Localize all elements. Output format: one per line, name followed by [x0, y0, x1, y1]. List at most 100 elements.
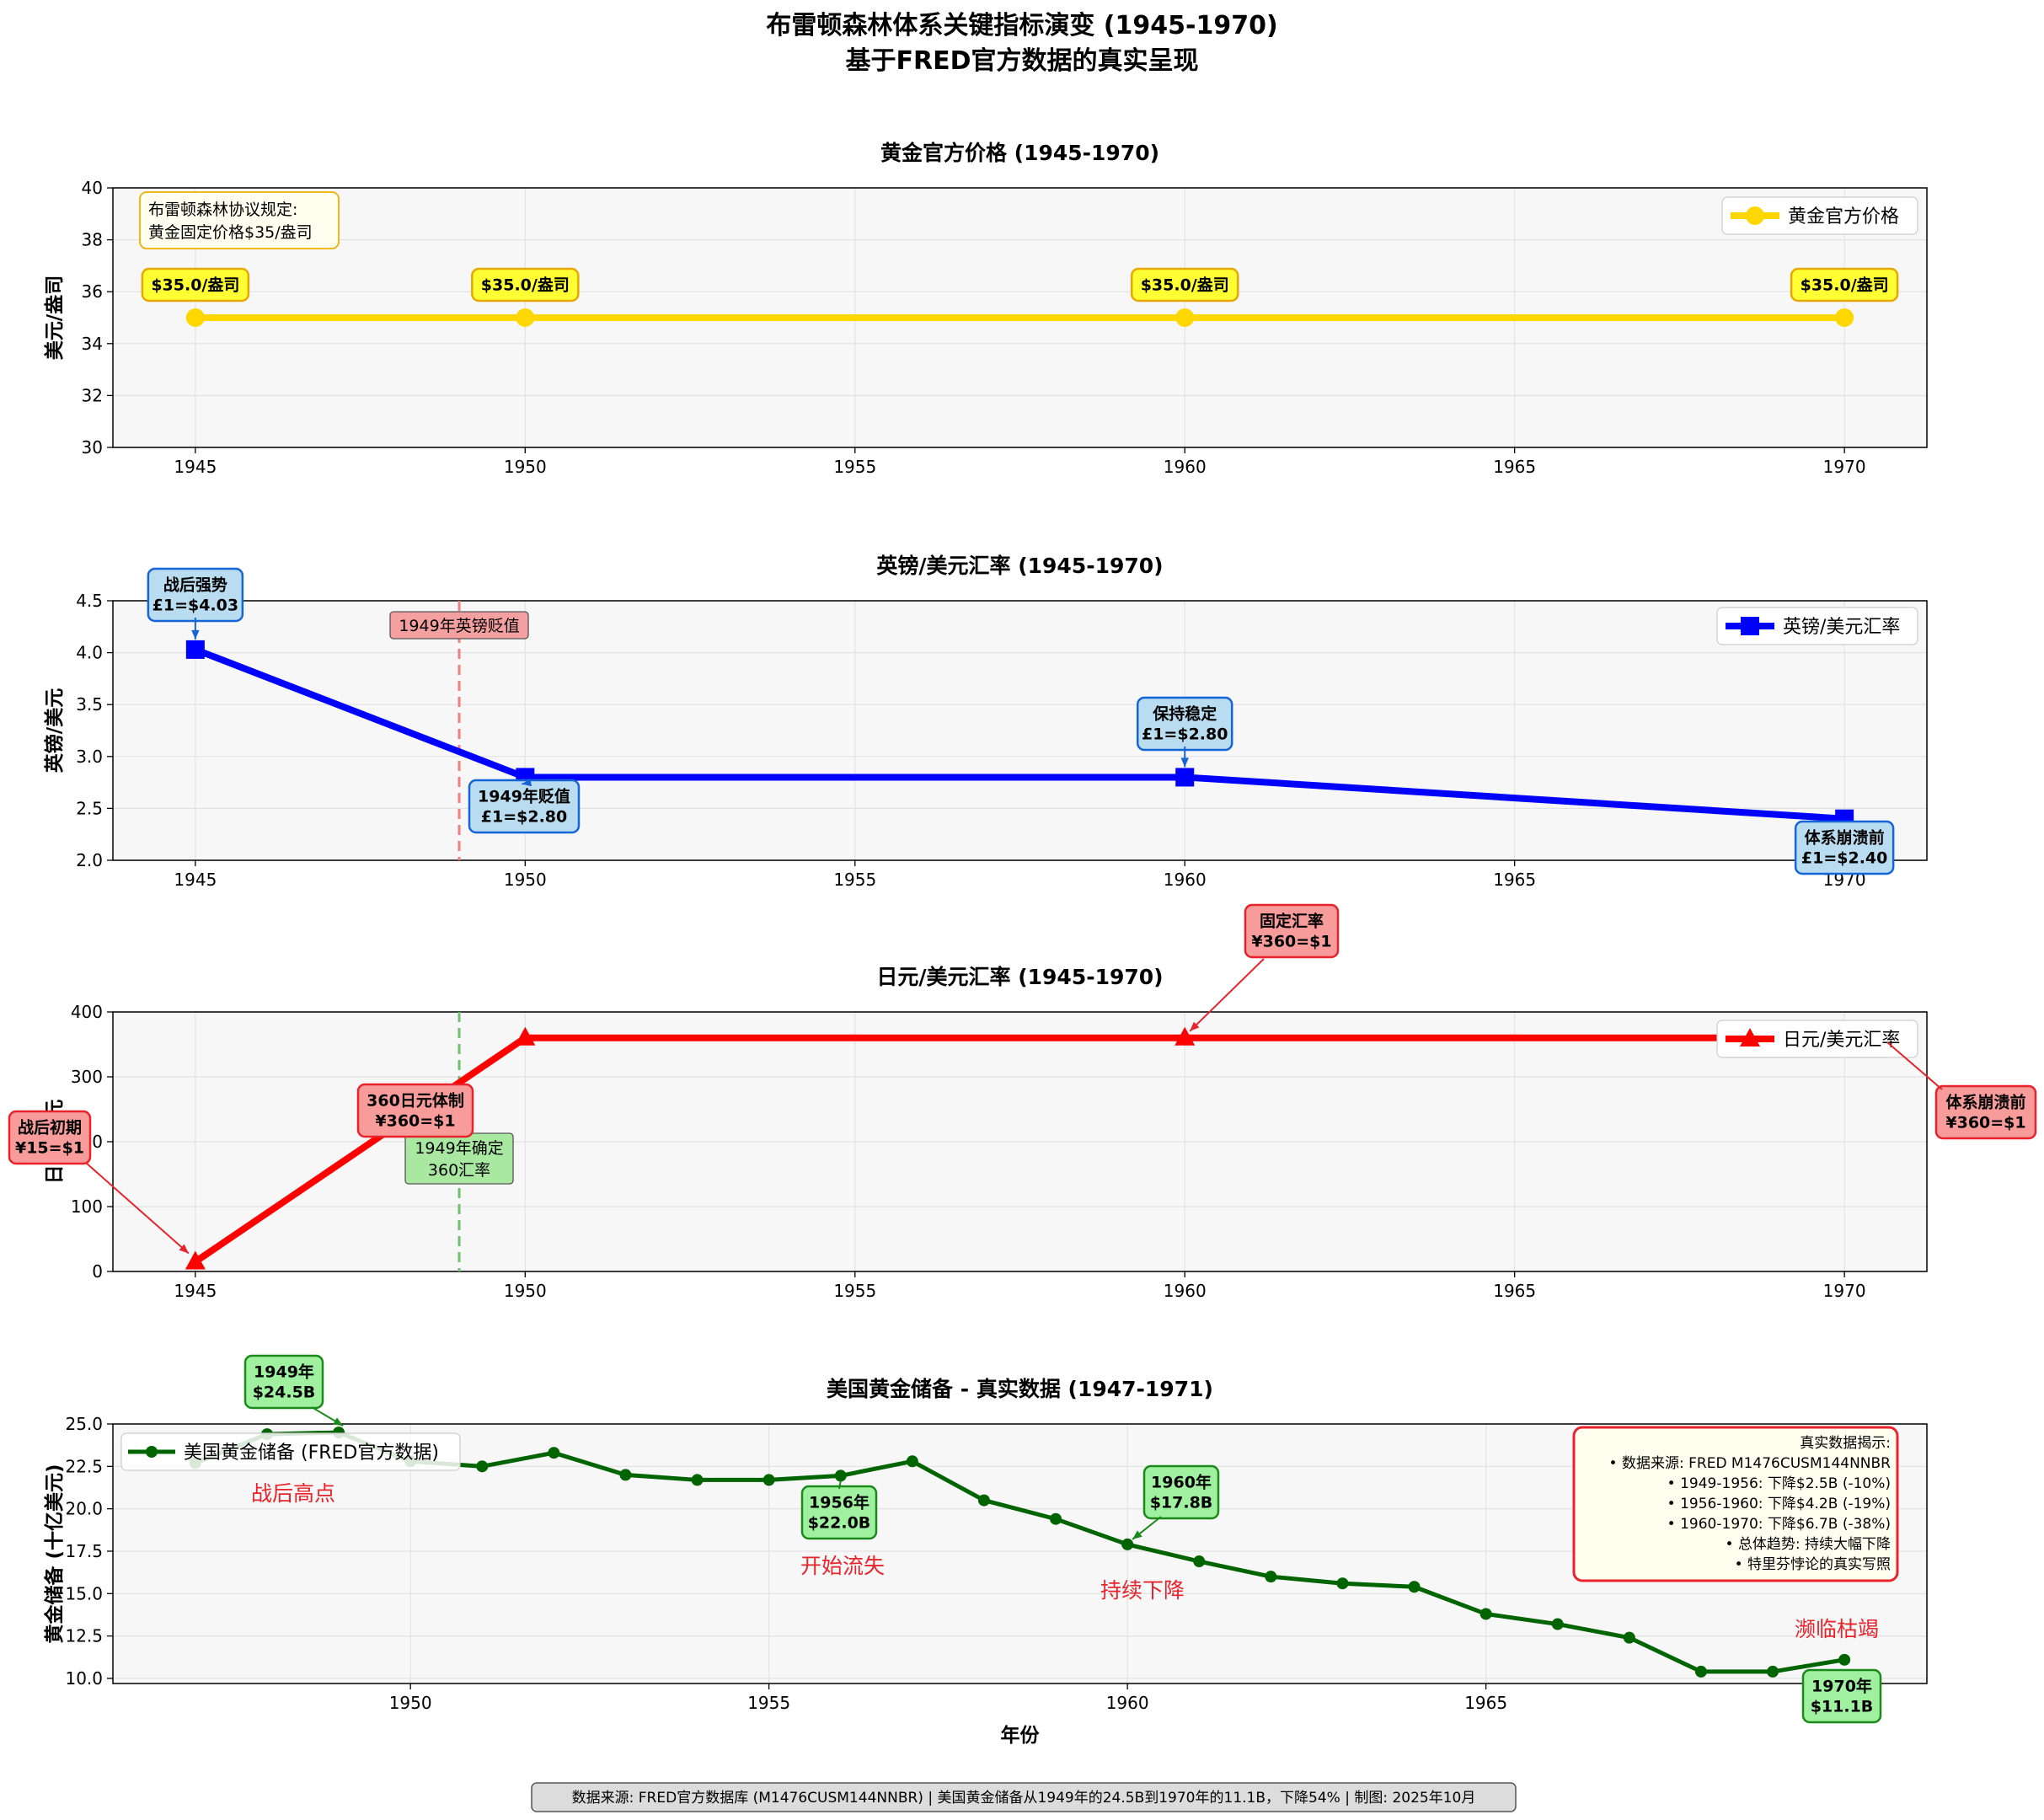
data-point	[1767, 1665, 1779, 1678]
data-point	[1694, 1665, 1707, 1678]
data-point	[1551, 1618, 1564, 1630]
plot-frame	[112, 600, 1928, 861]
price-label-text: $35.0/盎司	[481, 276, 570, 295]
panel-title: 日元/美元汇率 (1945-1970)	[876, 965, 1163, 989]
y-tick-label: 30	[82, 437, 103, 458]
plot-frame	[112, 1423, 1928, 1684]
annotation-precollapse-text: ¥360=$1	[1945, 1114, 2025, 1132]
y-tick-label: 3.5	[76, 694, 103, 715]
price-label: $35.0/盎司	[471, 267, 580, 302]
x-tick-label: 1955	[747, 1693, 790, 1713]
data-point	[691, 1474, 704, 1486]
annotation-postwar-text: £1=$4.03	[152, 597, 238, 615]
annotation-360-system-text: 360日元体制	[367, 1091, 464, 1111]
x-tick-label: 1960	[1164, 1281, 1207, 1301]
annotation-1970-box	[1801, 1668, 1882, 1724]
legend-marker	[146, 1446, 158, 1458]
fixed-rate-1949-text: 360汇率	[428, 1161, 490, 1180]
figure-subtitle: 基于FRED官方数据的真实呈现	[846, 46, 1199, 76]
data-insight-line: • 特里芬悖论的真实写照	[1735, 1556, 1891, 1573]
y-tick-label: 10.0	[65, 1668, 103, 1689]
x-tick-label: 1945	[174, 457, 217, 477]
panel-title: 美国黄金储备 - 真实数据 (1947-1971)	[827, 1377, 1213, 1401]
figure-title: 布雷顿森林体系关键指标演变 (1945-1970)	[766, 11, 1277, 40]
y-tick-label: 2.0	[76, 850, 103, 870]
data-point	[548, 1447, 560, 1459]
y-tick-label: 17.5	[65, 1541, 103, 1561]
annotation-precollapse: 体系崩溃前 ¥360=$1	[1934, 1084, 2037, 1140]
annotation-fixed-text: ¥360=$1	[1251, 933, 1331, 951]
annotation-stable: 保持稳定£1=$2.80	[1136, 696, 1233, 752]
y-tick-label: 20.0	[65, 1499, 103, 1519]
price-label: $35.0/盎司	[141, 267, 250, 302]
data-insight-line: • 1960-1970: 下降$6.7B (-38%)	[1667, 1516, 1891, 1533]
data-point	[762, 1474, 775, 1486]
annotation-arrow	[1180, 747, 1189, 768]
x-tick-label: 1965	[1464, 1693, 1507, 1713]
annotation-1956-text: $22.0B	[808, 1514, 871, 1533]
annotation-leader	[1886, 1041, 1943, 1090]
note-postwar-peak: 战后高点	[251, 1481, 335, 1506]
x-tick-label: 1955	[833, 1281, 876, 1301]
x-tick-label: 1970	[1823, 457, 1866, 477]
y-tick-label: 2.5	[76, 798, 103, 818]
x-tick-label: 1950	[389, 1693, 432, 1713]
data-insight-box: 真实数据揭示: • 数据来源: FRED M1476CUSM144NNBR • 19…	[1572, 1426, 1899, 1582]
data-insight-line: • 数据来源: FRED M1476CUSM144NNBR	[1609, 1455, 1892, 1472]
annotation-arrow	[522, 779, 532, 787]
annotation-1960-text: 1960年	[1151, 1473, 1212, 1492]
data-point	[476, 1460, 489, 1473]
x-axis-label: 年份	[1001, 1724, 1041, 1747]
x-tick-label: 1970	[1823, 1281, 1866, 1301]
legend: 美国黄金储备 (FRED官方数据)	[120, 1432, 461, 1471]
annotation-arrow	[311, 1406, 344, 1427]
panel-title: 英镑/美元汇率 (1945-1970)	[876, 554, 1163, 578]
y-tick-label: 15.0	[65, 1583, 103, 1603]
x-tick-label: 1950	[504, 870, 547, 890]
data-point	[1623, 1631, 1635, 1644]
data-insight-line: 真实数据揭示:	[1800, 1435, 1891, 1452]
annotation-precollapse: 体系崩溃前£1=$2.40	[1794, 820, 1895, 875]
annotation-postwar-text: 战后初期	[18, 1118, 82, 1138]
annotation-1970-text: $11.1B	[1811, 1698, 1874, 1716]
y-tick-label: 22.5	[65, 1456, 103, 1476]
gold-price-panel: 1945 1950 1955 1960 1965 1970 30 32 34 36 38 40 黄金官方…	[43, 141, 1928, 477]
annotation-postwar: 战后强势 £1=$4.03	[147, 567, 244, 623]
data-insight-line: • 总体趋势: 持续大幅下降	[1725, 1536, 1891, 1553]
y-tick-label: 0	[92, 1261, 103, 1282]
annotation-arrow	[191, 618, 200, 640]
data-point	[1835, 308, 1854, 327]
y-axis-label: 美元/盎司	[43, 276, 66, 360]
data-point	[906, 1455, 918, 1468]
price-label-text: $35.0/盎司	[1141, 276, 1229, 295]
annotation-precollapse-text: 体系崩溃前	[1805, 828, 1885, 848]
data-point	[977, 1494, 990, 1507]
x-tick-label: 1960	[1106, 1693, 1149, 1713]
price-label-box	[471, 267, 580, 302]
x-tick-label: 1955	[833, 457, 876, 477]
data-insight-frame	[1572, 1426, 1899, 1582]
annotation-1949: 1949年 $24.5B	[243, 1354, 324, 1410]
x-tick-label: 1965	[1493, 870, 1536, 890]
data-point	[1193, 1555, 1206, 1568]
data-point	[515, 1026, 536, 1046]
source-footer-text: 数据来源: FRED官方数据库 (M1476CUSM144NNBR) | 美国黄…	[572, 1790, 1476, 1807]
data-point	[516, 308, 535, 327]
note-near-depletion: 濒临枯竭	[1795, 1617, 1879, 1641]
protocol-note-box	[139, 191, 340, 249]
annotation-360-system-text: ¥360=$1	[375, 1112, 455, 1131]
y-tick-label: 32	[82, 385, 103, 405]
legend-label: 英镑/美元汇率	[1783, 617, 1900, 638]
y-tick-label: 34	[82, 334, 103, 354]
annotation-postwar-text: ¥15=$1	[15, 1139, 84, 1158]
annotation-precollapse-text: £1=$2.40	[1801, 849, 1887, 868]
devaluation-label-box	[389, 611, 529, 640]
legend-marker	[1741, 617, 1759, 635]
data-point	[1838, 1653, 1851, 1666]
gbp-usd-panel: 1945 1950 1955 1960 1965 19702.02.53.03.54.04…	[43, 554, 1928, 890]
data-point	[1175, 308, 1195, 327]
legend-box	[1721, 196, 1918, 235]
y-tick-label: 100	[71, 1196, 103, 1217]
data-point	[1175, 768, 1195, 787]
data-point	[185, 1250, 206, 1270]
